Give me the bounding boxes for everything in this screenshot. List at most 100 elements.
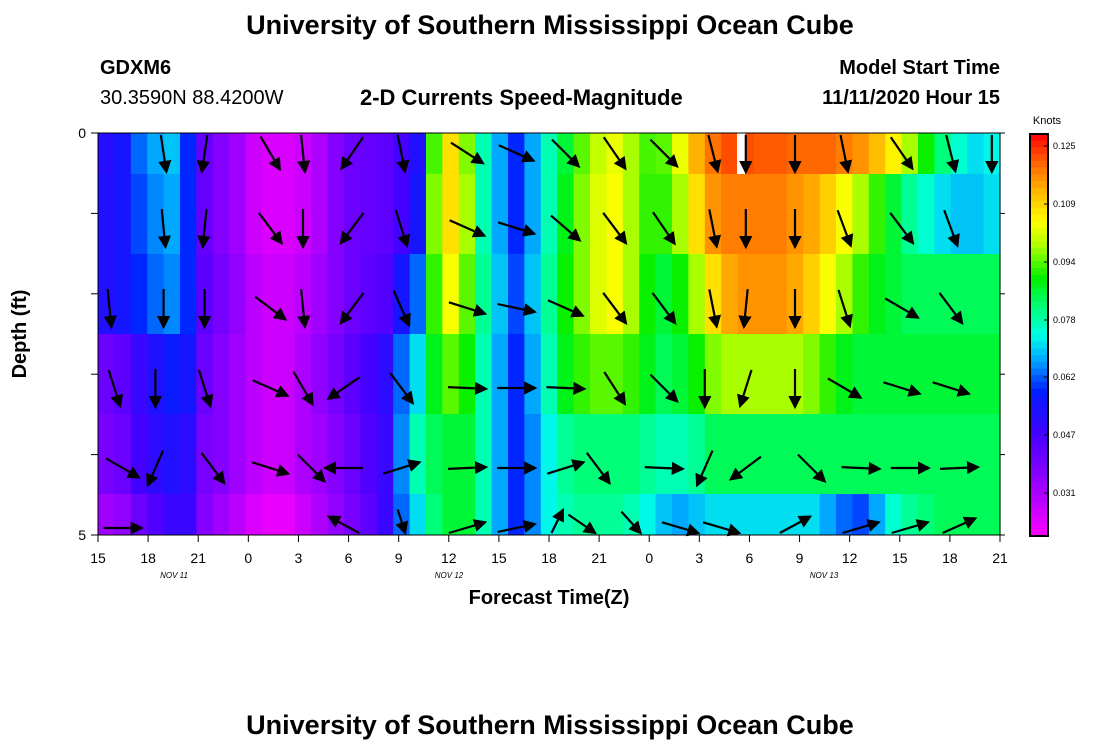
current-vector [649, 373, 679, 403]
colorbar-swatch [1030, 314, 1048, 323]
colorbar-swatch [1030, 395, 1048, 403]
heatmap-cell [803, 254, 821, 334]
heatmap-cell [311, 174, 329, 254]
heatmap-cell [819, 254, 837, 334]
current-vector [585, 452, 611, 485]
colorbar-tick-label: 0.078 [1053, 315, 1076, 325]
heatmap-cell [458, 414, 476, 494]
heatmap-cell [950, 414, 968, 494]
heatmap-cell [868, 494, 886, 535]
heatmap-grid [98, 133, 1001, 535]
heatmap-cell [737, 334, 755, 414]
colorbar-swatch [1030, 515, 1048, 524]
heatmap-cell [344, 414, 361, 494]
heatmap-cell [147, 494, 165, 535]
heatmap-cell [393, 414, 411, 494]
heatmap-cell [229, 414, 247, 494]
current-vector [107, 369, 124, 409]
heatmap-cell [868, 414, 886, 494]
heatmap-cell [163, 414, 181, 494]
heatmap-cell [508, 494, 525, 535]
heatmap-cell [409, 254, 427, 334]
current-vector [497, 519, 537, 533]
heatmap-cell [409, 133, 427, 174]
heatmap-cell [245, 174, 263, 254]
heatmap-cell [442, 254, 460, 334]
heatmap-cell [130, 334, 148, 414]
y-axis-label: Depth (ft) [9, 290, 31, 379]
y-axis: 05 [78, 125, 1005, 543]
heatmap-cell [967, 494, 985, 535]
x-axis-label: Forecast Time(Z) [469, 587, 630, 609]
colorbar-swatch [1030, 187, 1048, 195]
colorbar-swatch [1030, 207, 1048, 215]
current-vector [197, 369, 214, 409]
colorbar-swatch [1030, 180, 1048, 189]
heatmap-cell [229, 334, 247, 414]
heatmap-cell [360, 494, 378, 535]
colorbar-swatch [1030, 355, 1048, 363]
colorbar-tick-label: 0.094 [1053, 257, 1076, 267]
heatmap-cell [901, 133, 919, 174]
heatmap-cell [294, 254, 312, 334]
heatmap-cell [819, 414, 837, 494]
current-vector [602, 212, 628, 245]
x-tick-label: 18 [942, 550, 958, 566]
heatmap-cell [606, 174, 624, 254]
heatmap-cell [770, 174, 788, 254]
current-vector [945, 134, 960, 174]
heatmap-cell [114, 254, 132, 334]
heatmap-cell [918, 174, 935, 254]
colorbar-swatch [1030, 529, 1048, 537]
heatmap-cell [836, 254, 853, 334]
current-vector [448, 301, 488, 317]
heatmap-cell [885, 254, 903, 334]
current-vector [942, 516, 978, 535]
heatmap-cell [557, 414, 575, 494]
current-vector [546, 381, 587, 395]
plot-title: 2-D Currents Speed-Magnitude [360, 85, 683, 110]
heatmap-cell [262, 334, 279, 414]
current-vector [602, 292, 628, 325]
heatmap-cell [573, 334, 591, 414]
model-start-time: 11/11/2020 Hour 15 [822, 87, 1000, 109]
heatmap-cell [836, 414, 853, 494]
heatmap-cell [311, 334, 329, 414]
colorbar-swatch [1030, 428, 1048, 437]
colorbar-swatch [1030, 154, 1048, 162]
heatmap-cell [622, 133, 640, 174]
heatmap-cell [950, 174, 968, 254]
heatmap-cell [885, 174, 903, 254]
heatmap-cell [655, 414, 673, 494]
heatmap-cell [245, 334, 263, 414]
heatmap-cell [344, 254, 361, 334]
heatmap-cell [590, 254, 607, 334]
current-vector [651, 292, 677, 325]
heatmap-cell [508, 254, 525, 334]
heatmap-cell [114, 414, 132, 494]
colorbar-swatch [1030, 140, 1048, 148]
heatmap-cell [885, 494, 903, 535]
current-vector [708, 209, 722, 249]
heatmap-cell [540, 174, 558, 254]
heatmap-cell [754, 174, 771, 254]
current-vector [448, 519, 488, 535]
heatmap-cell [803, 174, 821, 254]
current-vector [252, 379, 290, 398]
current-vector [702, 521, 742, 537]
heatmap-cell [573, 174, 591, 254]
heatmap-cell [442, 494, 460, 535]
x-tick-label: 12 [441, 550, 457, 566]
current-vector [839, 134, 853, 174]
heatmap-cell [360, 133, 378, 174]
heatmap-cell [983, 254, 1001, 334]
heatmap-cell [950, 254, 968, 334]
heatmap-cell [704, 494, 722, 535]
heatmap-cell [934, 174, 952, 254]
heatmap-cell [754, 254, 771, 334]
date-label: NOV 11 [160, 571, 188, 580]
heatmap-cell [180, 254, 197, 334]
colorbar-swatch [1030, 435, 1048, 443]
heatmap-cell [114, 133, 132, 174]
heatmap-cell [180, 414, 197, 494]
